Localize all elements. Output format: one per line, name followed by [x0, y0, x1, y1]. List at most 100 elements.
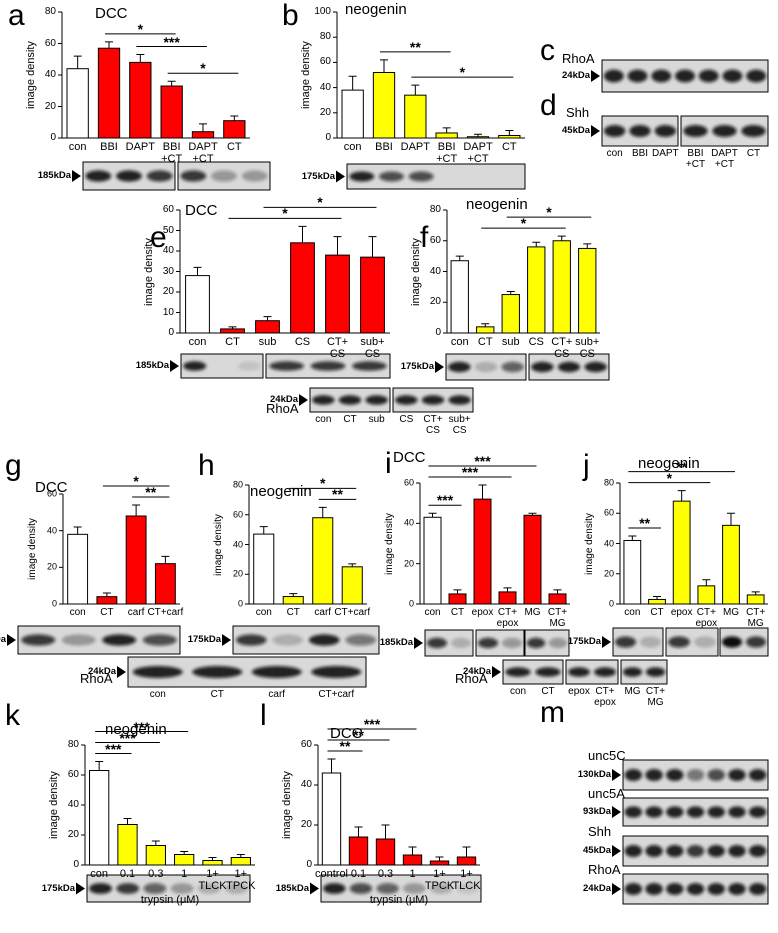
- blot-band: [310, 361, 346, 371]
- significance-label: *: [320, 475, 326, 492]
- significance-label: **: [353, 727, 364, 743]
- error-bar: [532, 241, 541, 247]
- y-tick-label: 20: [429, 296, 441, 307]
- blot-band: [694, 636, 716, 648]
- blot-band: [408, 171, 434, 182]
- x-axis-label: trypsin (μM): [140, 894, 200, 906]
- bar: [129, 61, 152, 139]
- bar: [341, 89, 364, 139]
- blot-arrow: [612, 806, 621, 818]
- chart-title: DCC: [185, 202, 218, 219]
- x-tick-label: CT+ MG: [547, 607, 568, 629]
- blot-band: [721, 636, 743, 648]
- blot-band: [645, 883, 663, 895]
- blot-band: [456, 883, 479, 894]
- y-axis-label: image density: [48, 771, 61, 839]
- blot-band: [748, 769, 767, 781]
- panel-letter: e: [150, 221, 167, 254]
- lane-label: sub+ CS: [448, 414, 471, 436]
- x-tick-label: con: [450, 336, 469, 348]
- bar: [154, 563, 176, 605]
- y-tick-label: 20: [300, 818, 312, 830]
- blot-band: [132, 666, 183, 678]
- blot-band: [624, 883, 643, 895]
- blot-arrow: [310, 882, 319, 895]
- chart-title: DCC: [393, 449, 426, 466]
- lane-label: DAPT +CT: [711, 148, 738, 170]
- blot-arrow: [591, 125, 600, 137]
- blot-band: [211, 170, 237, 182]
- y-tick-label: 40: [46, 524, 57, 535]
- x-tick-label: 1+ TLCK: [198, 868, 227, 892]
- y-axis-label: image density: [410, 237, 423, 306]
- blot-arrow: [72, 170, 81, 182]
- blot-band: [686, 883, 705, 895]
- x-tick-label: sub: [501, 336, 520, 348]
- blot-arrow: [7, 634, 16, 646]
- significance-label: *: [200, 60, 206, 77]
- blot-arrow: [336, 170, 345, 183]
- blot-band: [712, 125, 737, 137]
- blot-band: [666, 769, 684, 781]
- error-bar: [455, 255, 464, 261]
- blot-band: [474, 361, 498, 373]
- y-tick-label: 60: [429, 234, 441, 246]
- error-bar: [727, 512, 735, 526]
- error-bar: [474, 133, 482, 137]
- blot-band: [225, 883, 248, 894]
- error-bar: [161, 555, 170, 564]
- chart-title: neogenin: [345, 1, 407, 18]
- error-bar: [435, 856, 444, 861]
- blot-band: [501, 637, 523, 649]
- x-tick-label: CT: [100, 607, 114, 618]
- kda-label: 175kDa: [400, 361, 434, 373]
- x-tick-label: con: [624, 607, 641, 618]
- bar: [672, 500, 691, 605]
- kda-label: 185kDa: [0, 634, 6, 646]
- x-tick-label: DAPT +CT: [188, 141, 218, 165]
- x-tick-label: sub+ CS: [575, 336, 600, 360]
- lane-label: con: [149, 689, 166, 700]
- x-tick-label: CT+carf: [334, 607, 371, 618]
- y-tick-label: 30: [162, 265, 174, 277]
- kda-label: 175kDa: [301, 170, 335, 182]
- y-axis-label: image density: [281, 771, 294, 839]
- bar: [67, 533, 89, 605]
- blot-band: [395, 395, 418, 405]
- y-tick-label: 20: [67, 828, 79, 840]
- y-tick-label: 0: [325, 131, 331, 143]
- y-tick-label: 80: [67, 738, 79, 750]
- x-tick-label: CT: [501, 141, 517, 153]
- blot-band: [686, 845, 705, 857]
- blot-band: [666, 883, 684, 895]
- y-axis-label: image density: [25, 41, 38, 109]
- blot-band: [237, 361, 261, 371]
- y-tick-label: 80: [429, 203, 441, 215]
- x-tick-label: 1: [181, 868, 188, 880]
- x-tick-label: con: [68, 141, 87, 153]
- bar: [466, 136, 490, 139]
- y-tick-label: 40: [162, 244, 174, 256]
- blot-band: [698, 69, 719, 83]
- bar: [375, 838, 396, 866]
- y-tick-label: 60: [162, 203, 174, 215]
- blot-band: [686, 806, 705, 818]
- blot-band: [183, 361, 207, 371]
- bar: [527, 246, 546, 334]
- blot-name: RhoA: [80, 671, 113, 686]
- significance-label: **: [409, 38, 421, 55]
- y-axis-label: image density: [583, 512, 595, 575]
- y-tick-label: 80: [603, 477, 614, 488]
- kda-label: 93kDa: [583, 806, 611, 818]
- blot-band: [746, 69, 767, 83]
- error-bar: [677, 490, 686, 502]
- error-bar: [236, 854, 245, 858]
- bar: [202, 860, 223, 866]
- blot-band: [666, 806, 684, 818]
- blot-band: [89, 883, 112, 894]
- bar: [97, 47, 121, 139]
- y-tick-label: 60: [44, 37, 56, 49]
- x-tick-label: 0.3: [377, 868, 394, 880]
- error-bar: [751, 591, 760, 595]
